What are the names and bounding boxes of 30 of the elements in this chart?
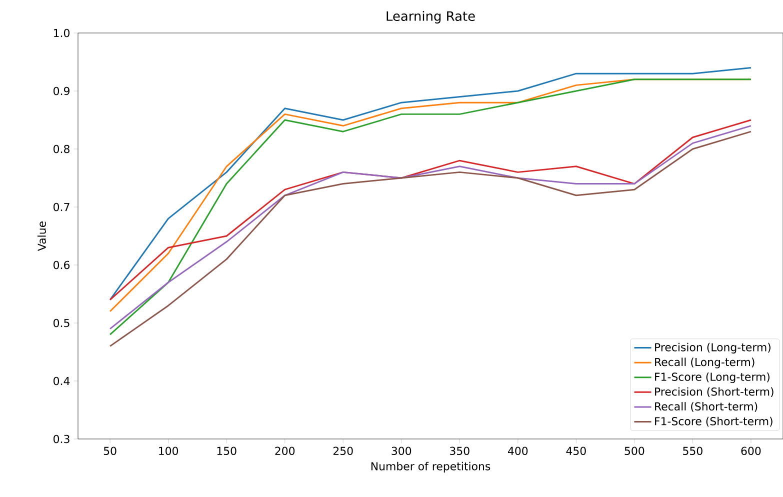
x-tick-label: 250 bbox=[333, 446, 353, 456]
y-tick-label: 0.6 bbox=[54, 260, 70, 270]
x-tick-label: 350 bbox=[450, 446, 470, 456]
x-tick-label: 150 bbox=[217, 446, 236, 456]
line-series bbox=[109, 119, 752, 301]
x-tick-label: 600 bbox=[741, 446, 761, 456]
legend-label: Recall (Short-term) bbox=[655, 402, 758, 412]
legend-label: Precision (Short-term) bbox=[655, 387, 774, 398]
x-tick-label: 400 bbox=[508, 446, 528, 456]
x-tick-label: 200 bbox=[275, 446, 295, 456]
x-tick-label: 300 bbox=[392, 446, 412, 456]
legend-label: F1-Score (Short-term) bbox=[655, 416, 772, 427]
legend-label: F1-Score (Long-term) bbox=[655, 372, 770, 384]
x-tick-label: 100 bbox=[159, 446, 178, 456]
y-tick-label: 0.8 bbox=[54, 144, 70, 154]
chart-title: Learning Rate bbox=[386, 10, 475, 24]
x-tick-label: 550 bbox=[683, 446, 702, 456]
x-tick-label: 50 bbox=[104, 446, 116, 456]
x-tick-label: 450 bbox=[566, 446, 586, 456]
y-tick-label: 0.9 bbox=[54, 86, 70, 96]
x-axis-title: Number of repetitions bbox=[371, 462, 490, 472]
y-tick-label: 0.5 bbox=[54, 318, 70, 328]
legend-label: Recall (Long-term) bbox=[655, 358, 754, 368]
y-tick-label: 1.0 bbox=[54, 28, 70, 38]
y-tick-label: 0.3 bbox=[54, 434, 70, 444]
y-tick-label: 0.7 bbox=[54, 202, 70, 212]
y-tick-label: 0.4 bbox=[54, 376, 70, 386]
legend-label: Precision (Long-term) bbox=[655, 342, 770, 354]
y-axis-title: Value bbox=[37, 222, 46, 251]
x-tick-label: 500 bbox=[624, 446, 644, 456]
